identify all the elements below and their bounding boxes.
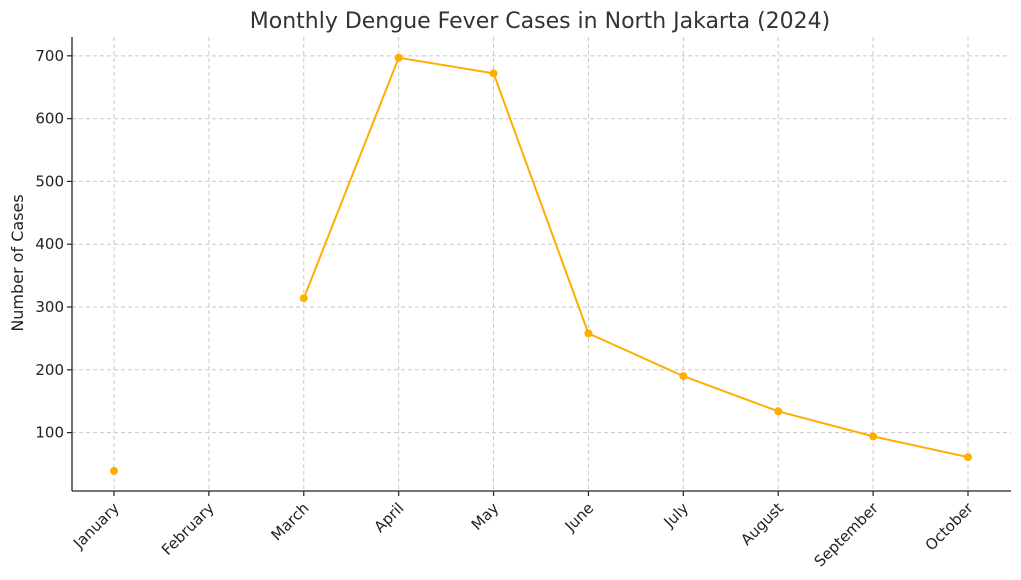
data-point bbox=[679, 372, 688, 381]
series bbox=[110, 53, 972, 475]
x-tick-label: March bbox=[268, 499, 313, 544]
tick-labels: 100 200 300 400 500 600 700 January February Marc… bbox=[35, 47, 977, 571]
data-point bbox=[394, 53, 403, 62]
series-line bbox=[302, 56, 969, 459]
x-tick-label: August bbox=[737, 499, 787, 549]
y-tick-label: 300 bbox=[35, 298, 64, 316]
y-tick-label: 600 bbox=[35, 110, 64, 128]
data-point bbox=[299, 294, 308, 303]
y-tick-label: 200 bbox=[35, 361, 64, 379]
x-tick-label: October bbox=[922, 499, 978, 555]
y-tick-label: 100 bbox=[35, 424, 64, 442]
x-tick-label: May bbox=[468, 499, 503, 534]
data-point bbox=[110, 466, 118, 475]
data-point bbox=[869, 432, 878, 441]
axes bbox=[67, 37, 1011, 496]
data-point bbox=[584, 329, 593, 338]
x-tick-label: January bbox=[69, 499, 123, 553]
x-tick-label: June bbox=[561, 499, 598, 536]
x-tick-label: April bbox=[371, 499, 408, 536]
x-tick-label: September bbox=[811, 499, 883, 571]
data-point bbox=[774, 407, 783, 416]
data-point bbox=[489, 69, 498, 78]
chart-title: Monthly Dengue Fever Cases in North Jaka… bbox=[250, 9, 831, 34]
data-point bbox=[964, 453, 972, 462]
y-tick-label: 700 bbox=[35, 47, 64, 65]
x-tick-label: July bbox=[660, 499, 693, 532]
grid bbox=[72, 37, 1011, 491]
y-tick-label: 400 bbox=[35, 235, 64, 253]
y-axis-title: Number of Cases bbox=[8, 194, 27, 331]
y-tick-label: 500 bbox=[35, 172, 64, 190]
x-tick-label: February bbox=[158, 499, 218, 559]
